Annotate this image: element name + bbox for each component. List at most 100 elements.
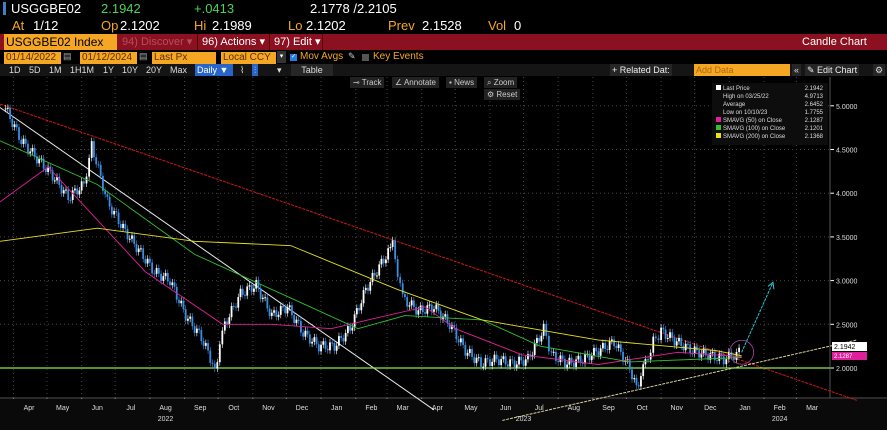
chevron-down-icon[interactable]: ▾	[277, 51, 286, 63]
x-tick-label: Jul	[126, 405, 135, 412]
edit-menu[interactable]: 97) Edit ▾	[270, 34, 323, 50]
candle	[27, 143, 29, 154]
candle	[235, 306, 237, 308]
candle	[561, 355, 564, 359]
candle	[108, 196, 111, 207]
legend-value: 2.1287	[804, 118, 823, 124]
start-date-field[interactable]: 01/14/2022	[4, 52, 61, 64]
candle	[415, 307, 418, 315]
table-button[interactable]: Table	[291, 64, 333, 76]
candle	[497, 359, 500, 366]
candle	[412, 300, 415, 308]
candle	[223, 321, 226, 331]
x-tick-label: Aug	[159, 405, 172, 412]
candle	[673, 337, 676, 346]
zoom-button[interactable]: ⌕ Zoom	[484, 77, 518, 88]
field-select[interactable]: Last Px	[152, 52, 216, 64]
currency-select[interactable]: Local CCY	[221, 52, 276, 64]
candle	[435, 304, 438, 310]
candle	[297, 319, 300, 322]
candle	[140, 248, 142, 250]
discover-menu[interactable]: 94) Discover ▾	[118, 34, 198, 50]
period-1h1m[interactable]: 1H1M	[70, 65, 95, 75]
candle	[11, 119, 14, 128]
candle	[399, 276, 402, 284]
candle	[291, 305, 293, 316]
annotate-button[interactable]: ∠ Annotate	[392, 77, 439, 88]
security-field[interactable]: USGGBE02 Index	[4, 34, 117, 50]
related-data-button[interactable]: + Related Dat:	[610, 64, 672, 76]
chevron-down-icon[interactable]: ▾	[277, 65, 282, 75]
x-tick-label: May	[56, 405, 70, 412]
candle	[268, 308, 271, 316]
candle	[410, 300, 413, 306]
legend-item: SMAVG (50) on Close 2.1287	[716, 117, 826, 125]
end-date-field[interactable]: 01/12/2024	[80, 52, 137, 64]
period-max[interactable]: Max	[170, 65, 188, 75]
vol-label: Vol	[488, 18, 507, 33]
period-1d[interactable]: 1D	[9, 65, 21, 75]
frequency-select[interactable]: Daily ▼	[195, 64, 233, 76]
news-button[interactable]: ▪ News	[446, 77, 478, 88]
candle	[230, 306, 233, 318]
candle	[56, 176, 58, 181]
candle	[702, 348, 705, 354]
calendar-icon[interactable]: ▤	[63, 51, 72, 61]
candle	[49, 166, 52, 171]
candle	[99, 164, 102, 176]
candle	[340, 336, 343, 338]
period-1y[interactable]: 1Y	[103, 65, 115, 75]
x-tick-label: Dec	[704, 405, 717, 412]
candle	[4, 108, 7, 110]
gear-icon[interactable]: ⚙	[873, 64, 886, 76]
x-tick-label: Jun	[92, 405, 103, 412]
candle	[29, 151, 32, 154]
candle	[349, 326, 352, 331]
x-tick-label: Nov	[671, 405, 684, 412]
x-tick-label: Jan	[331, 405, 342, 412]
candle	[9, 107, 11, 120]
candle	[406, 297, 409, 307]
chart-type-label: Candle Chart	[802, 36, 867, 48]
candle	[371, 272, 374, 282]
reset-button[interactable]: ⚙ Reset	[484, 89, 521, 100]
trendline	[502, 339, 857, 421]
candle-chart-icon[interactable]: ⫶	[252, 64, 259, 76]
candle	[58, 176, 61, 185]
candle	[608, 340, 611, 350]
x-tick-label: Apr	[24, 405, 36, 412]
candle	[78, 190, 81, 195]
add-data-input[interactable]: Add Data	[694, 64, 790, 76]
period-1m[interactable]: 1M	[49, 65, 62, 75]
at-label: At	[12, 18, 25, 33]
period-10y[interactable]: 10Y	[122, 65, 139, 75]
candle	[693, 346, 696, 354]
candle	[137, 248, 140, 253]
last-price-tag-label: 2.1942	[834, 344, 856, 351]
mov-avgs-checkbox[interactable]: ✓	[290, 54, 297, 61]
x-tick-label: Jun	[500, 405, 511, 412]
legend-value: 2.1368	[804, 134, 823, 140]
collapse-icon[interactable]: «	[792, 64, 802, 76]
mov-avgs-label[interactable]: Mov Avgs	[300, 51, 344, 62]
pencil-icon[interactable]: ✎	[348, 51, 356, 61]
edit-chart-button[interactable]: ✎ Edit Chart	[805, 64, 860, 76]
actions-menu[interactable]: 96) Actions ▾	[198, 34, 270, 50]
key-events-checkbox[interactable]	[362, 54, 369, 61]
x-tick-label: Aug	[568, 405, 581, 412]
period-5d[interactable]: 5D	[29, 65, 41, 75]
candle	[575, 359, 577, 367]
candle	[619, 344, 622, 352]
candle	[466, 352, 469, 356]
sma50-tag-label: 2.1287	[834, 354, 853, 360]
calendar-icon[interactable]: ▤	[139, 51, 148, 61]
candle	[244, 294, 246, 296]
period-20y[interactable]: 20Y	[146, 65, 163, 75]
track-button[interactable]: ⊸ Track	[350, 77, 385, 88]
candle	[246, 286, 249, 296]
key-events-label[interactable]: Key Events	[373, 51, 424, 62]
line-chart-icon[interactable]: ⌇	[240, 65, 245, 75]
candle	[264, 297, 267, 299]
candle	[221, 330, 224, 345]
